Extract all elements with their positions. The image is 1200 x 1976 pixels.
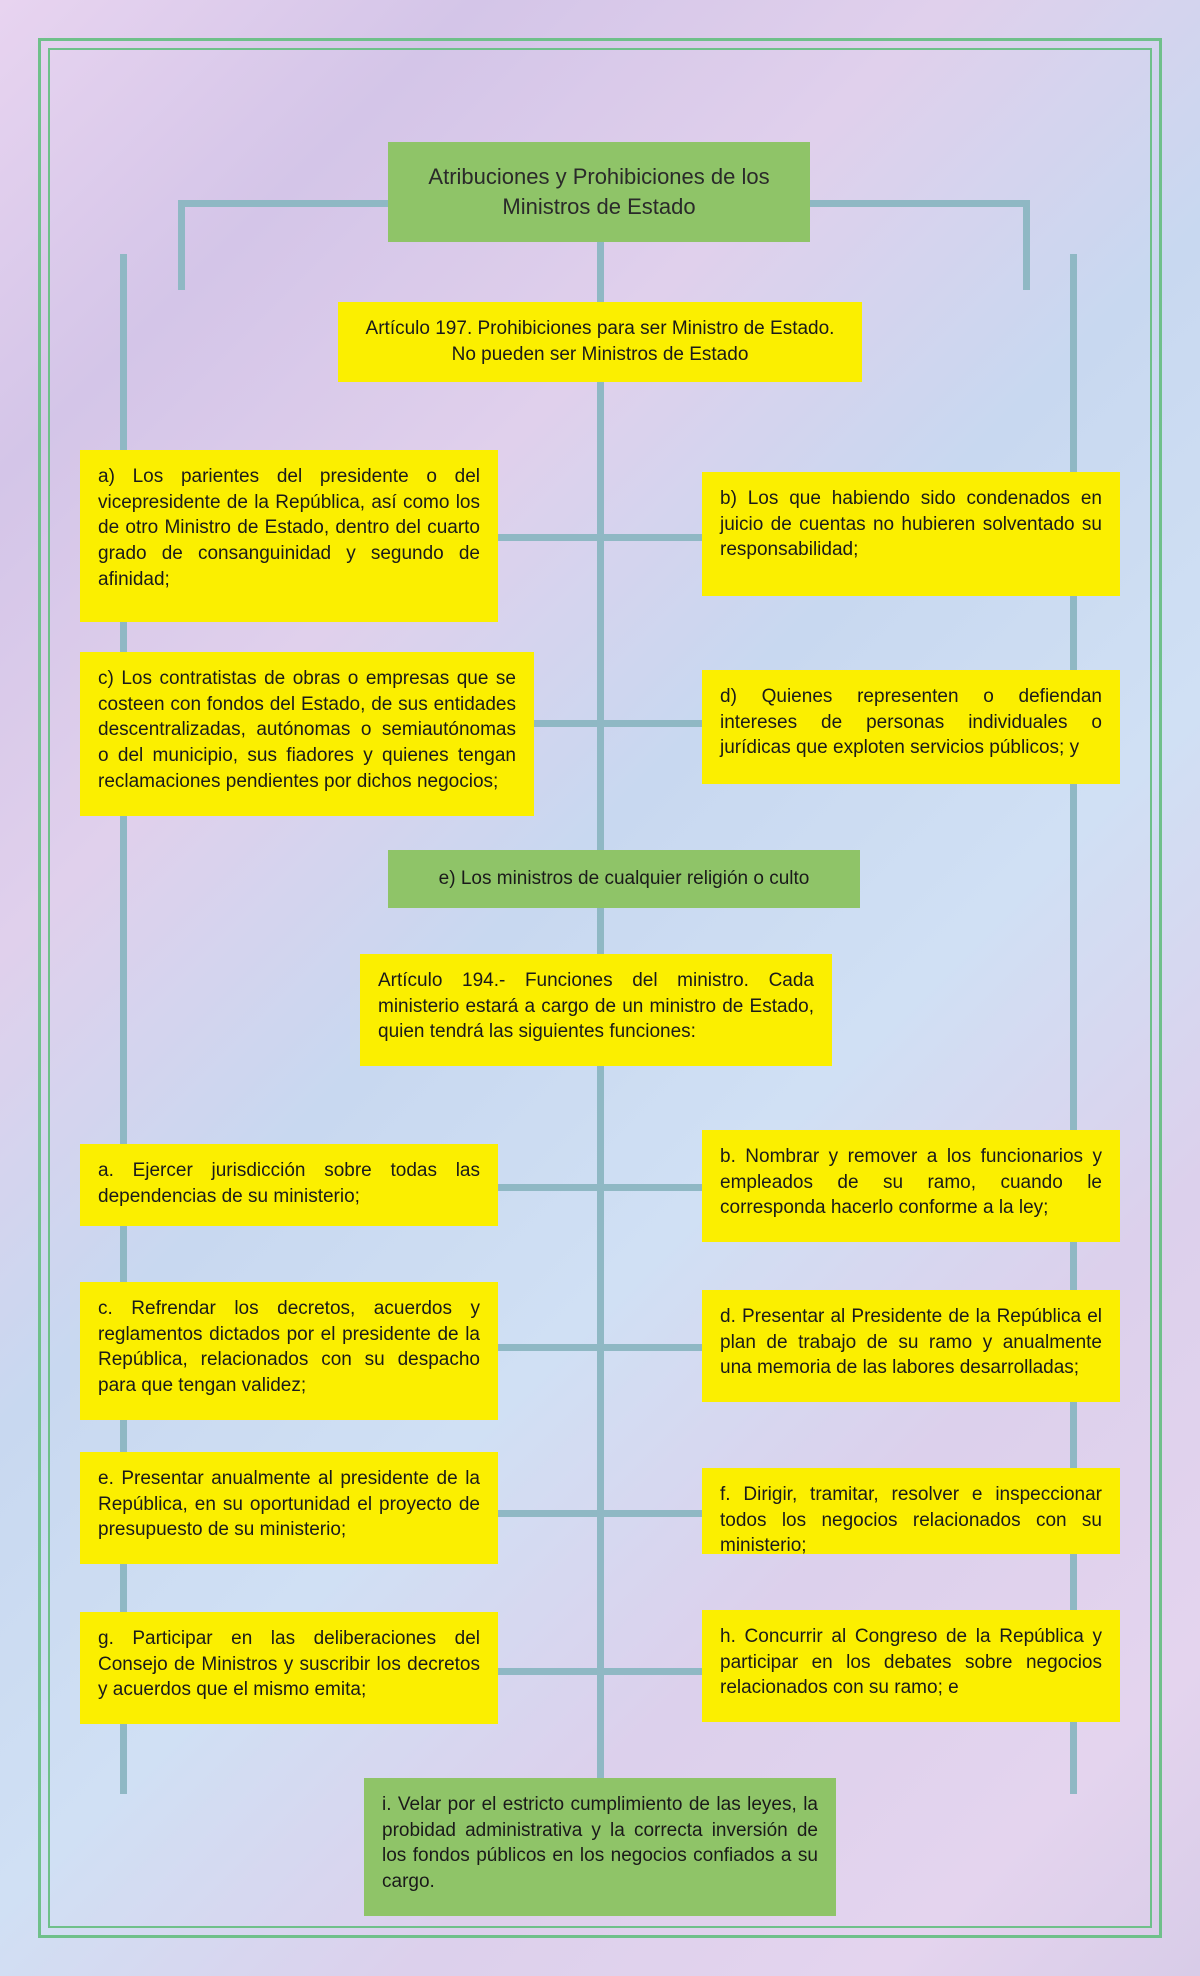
art197-header: Artículo 197. Prohibiciones para ser Min… (338, 302, 862, 382)
art194-g: g. Participar en las deliberaciones del … (80, 1612, 498, 1724)
connector (498, 1668, 702, 1675)
art194-a: a. Ejercer jurisdicción sobre todas las … (80, 1144, 498, 1226)
art194-i: i. Velar por el estricto cumplimiento de… (364, 1778, 836, 1916)
connector (498, 1184, 702, 1191)
connector (498, 534, 702, 541)
art194-b: b. Nombrar y remover a los funcionarios … (702, 1130, 1120, 1242)
connector (498, 1344, 702, 1351)
art194-d: d. Presentar al Presidente de la Repúbli… (702, 1290, 1120, 1402)
title-box: Atribuciones y Prohibiciones de los Mini… (388, 142, 810, 242)
art194-f: f. Dirigir, tramitar, resolver e inspecc… (702, 1468, 1120, 1554)
art194-c: c. Refrendar los decretos, acuerdos y re… (80, 1282, 498, 1420)
connector (810, 200, 1030, 207)
art197-d: d) Quienes representen o defiendan inter… (702, 670, 1120, 784)
connector (1023, 200, 1030, 290)
art197-c: c) Los contratistas de obras o empresas … (80, 652, 534, 816)
art194-header: Artículo 194.- Funciones del ministro. C… (360, 954, 832, 1066)
connector (534, 720, 702, 727)
connector (178, 200, 185, 290)
art194-e: e. Presentar anualmente al presidente de… (80, 1452, 498, 1564)
connector (178, 200, 388, 207)
art197-b: b) Los que habiendo sido condenados en j… (702, 472, 1120, 596)
connector (498, 1510, 702, 1517)
art194-h: h. Concurrir al Congreso de la República… (702, 1610, 1120, 1722)
art197-a: a) Los parientes del presidente o del vi… (80, 450, 498, 622)
art197-e: e) Los ministros de cualquier religión o… (388, 850, 860, 908)
